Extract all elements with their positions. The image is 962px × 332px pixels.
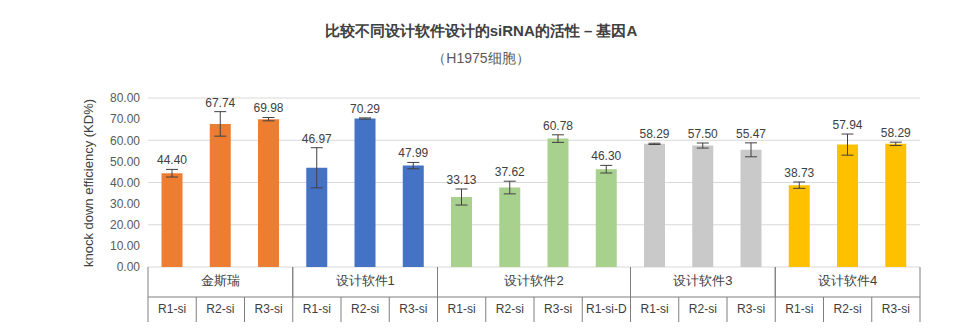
svg-text:30.00: 30.00 (110, 197, 140, 211)
svg-text:R1-si: R1-si (785, 302, 813, 316)
svg-text:R2-si: R2-si (206, 302, 234, 316)
svg-text:47.99: 47.99 (398, 146, 428, 160)
svg-text:58.29: 58.29 (639, 127, 669, 141)
svg-text:69.98: 69.98 (253, 101, 283, 115)
svg-text:57.94: 57.94 (832, 118, 862, 132)
svg-text:57.50: 57.50 (688, 127, 718, 141)
svg-text:金斯瑞: 金斯瑞 (201, 273, 240, 288)
svg-text:0.00: 0.00 (117, 260, 141, 274)
svg-text:设计软件1: 设计软件1 (336, 273, 395, 288)
svg-text:R1-si: R1-si (303, 302, 331, 316)
html-text:knock down efficiency (KD%): knock down efficiency (KD%) (80, 98, 96, 267)
svg-text:R2-si: R2-si (351, 302, 379, 316)
svg-text:58.29: 58.29 (881, 126, 911, 140)
svg-text:R1-si-D: R1-si-D (586, 302, 627, 316)
svg-text:46.30: 46.30 (591, 149, 621, 163)
svg-text:37.62: 37.62 (495, 165, 525, 179)
svg-text:R2-si: R2-si (689, 302, 717, 316)
svg-text:R1-si: R1-si (448, 302, 476, 316)
svg-text:50.00: 50.00 (110, 155, 140, 169)
html-text:（H1975细胞）: （H1975细胞） (432, 50, 530, 66)
svg-text:设计软件3: 设计软件3 (673, 273, 732, 288)
svg-text:67.74: 67.74 (205, 96, 235, 110)
svg-text:10.00: 10.00 (110, 239, 140, 253)
svg-text:46.97: 46.97 (302, 132, 332, 146)
svg-text:R2-si: R2-si (834, 302, 862, 316)
svg-text:55.47: 55.47 (736, 127, 766, 141)
svg-text:设计软件4: 设计软件4 (818, 273, 877, 288)
svg-text:60.00: 60.00 (110, 134, 140, 148)
svg-text:60.78: 60.78 (543, 119, 573, 133)
svg-text:70.29: 70.29 (350, 102, 380, 116)
svg-text:38.73: 38.73 (784, 166, 814, 180)
svg-text:R1-si: R1-si (641, 302, 669, 316)
svg-text:R3-si: R3-si (399, 302, 427, 316)
svg-text:70.00: 70.00 (110, 112, 140, 126)
svg-text:33.13: 33.13 (446, 173, 476, 187)
svg-text:R3-si: R3-si (255, 302, 283, 316)
svg-text:R3-si: R3-si (882, 302, 910, 316)
svg-text:40.00: 40.00 (110, 176, 140, 190)
svg-text:R3-si: R3-si (544, 302, 572, 316)
html-text:比较不同设计软件设计的siRNA的活性 – 基因A: 比较不同设计软件设计的siRNA的活性 – 基因A (324, 22, 638, 39)
svg-text:R1-si: R1-si (158, 302, 186, 316)
svg-text:R2-si: R2-si (496, 302, 524, 316)
svg-text:44.40: 44.40 (157, 153, 187, 167)
svg-text:20.00: 20.00 (110, 218, 140, 232)
svg-text:R3-si: R3-si (737, 302, 765, 316)
svg-text:设计软件2: 设计软件2 (504, 273, 563, 288)
svg-text:80.00: 80.00 (110, 91, 140, 105)
